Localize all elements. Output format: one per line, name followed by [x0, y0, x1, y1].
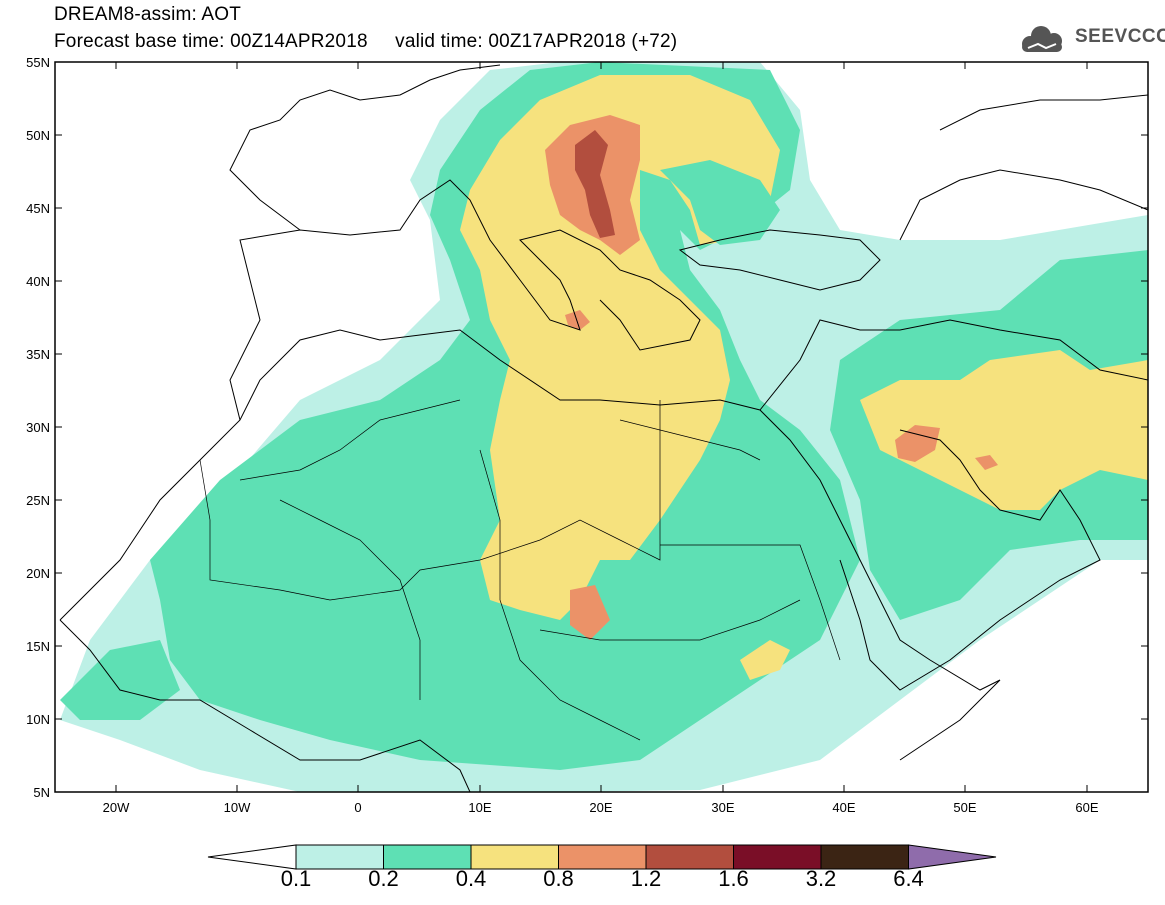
seevccc-logo — [1022, 26, 1062, 52]
lon-label: 10W — [224, 800, 251, 815]
lon-label: 50E — [953, 800, 976, 815]
lat-label: 45N — [26, 201, 50, 216]
color-bar-segment — [470, 844, 559, 870]
color-bar-label: 0.2 — [368, 866, 399, 891]
lon-ticks — [115, 62, 1088, 792]
lat-label: 50N — [26, 128, 50, 143]
lat-ticks — [55, 61, 1148, 793]
borders — [199, 399, 841, 741]
color-bar-label: 0.4 — [455, 866, 487, 891]
color-bar-segment — [383, 844, 472, 870]
lat-label: 20N — [26, 566, 50, 581]
logo-text: SEEVCCC — [1075, 26, 1165, 47]
lat-label: 40N — [26, 274, 50, 289]
color-bar-label: 0.8 — [543, 866, 574, 891]
lat-labels: 55N 50N 45N 40N 35N 30N 25N 20N 15N 10N … — [26, 55, 50, 800]
color-bar-label: 1.2 — [630, 866, 662, 891]
lat-label: 10N — [26, 712, 50, 727]
lon-label: 0 — [354, 800, 361, 815]
color-bar-label: 0.1 — [280, 866, 312, 891]
aot-field — [60, 62, 1148, 792]
lat-label: 25N — [26, 493, 50, 508]
lon-label: 60E — [1075, 800, 1098, 815]
aot-level-3 — [460, 75, 1148, 680]
coastlines — [59, 64, 1148, 792]
lat-label: 30N — [26, 420, 50, 435]
color-bar-segment — [733, 844, 822, 870]
lon-label: 20W — [103, 800, 130, 815]
color-bar-label: 3.2 — [805, 866, 837, 891]
color-bar-segment — [558, 844, 647, 870]
title-line-2: Forecast base time: 00Z14APR2018 valid t… — [54, 31, 678, 52]
color-bar-max-arrow — [908, 844, 997, 870]
color-bar-labels: 0.1 0.2 0.4 0.8 1.2 1.6 3.2 6.4 — [0, 866, 1165, 896]
lat-label: 15N — [26, 639, 50, 654]
aot-level-5 — [575, 130, 615, 238]
lat-label: 5N — [33, 785, 50, 800]
lat-label: 35N — [26, 347, 50, 362]
lon-label: 20E — [589, 800, 612, 815]
lon-labels: 20W 10W 0 10E 20E 30E 40E 50E 60E — [103, 800, 1099, 815]
lon-label: 40E — [832, 800, 855, 815]
title-line-1: DREAM8-assim: AOT — [54, 4, 242, 25]
color-bar-label: 1.6 — [718, 866, 749, 891]
lon-label: 30E — [711, 800, 734, 815]
lon-label: 10E — [468, 800, 491, 815]
lat-label: 55N — [26, 55, 50, 70]
color-bar-label: 6.4 — [893, 866, 924, 891]
color-bar — [207, 844, 997, 870]
